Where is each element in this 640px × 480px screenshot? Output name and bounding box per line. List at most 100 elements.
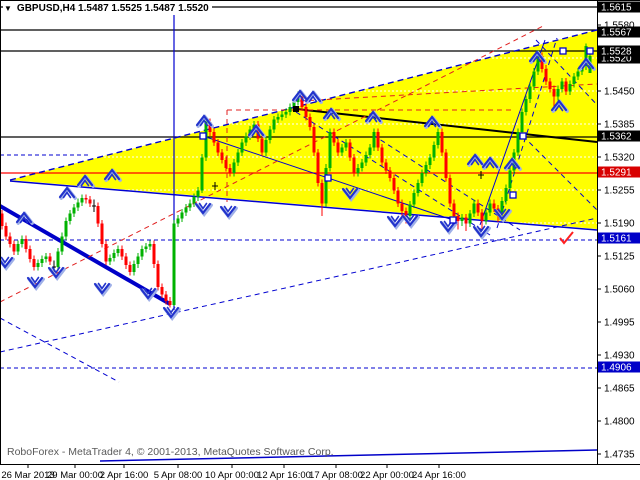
candle-body — [452, 203, 456, 216]
candle-body — [220, 152, 224, 161]
fractal-outer — [423, 115, 441, 128]
fractal-up-icon — [247, 124, 266, 138]
candle-body — [484, 212, 488, 222]
handle-square-filled[interactable] — [293, 106, 299, 112]
candle-body — [244, 136, 248, 143]
candle-body — [240, 142, 244, 153]
fractal-inner — [326, 112, 336, 120]
price-badge: 1.5615 — [598, 1, 640, 14]
fractal-inner — [251, 129, 261, 137]
x-axis-label: 22 Apr 00:00 — [360, 470, 414, 480]
fractal-outer — [194, 202, 212, 215]
candle-body — [152, 243, 156, 265]
fractal-up-icon — [291, 89, 310, 103]
candle-body — [556, 89, 560, 97]
fractal-inner — [507, 162, 517, 170]
fractal-inner — [345, 187, 355, 195]
candle-body — [148, 243, 152, 247]
y-axis-label: 1.5320 — [604, 153, 635, 164]
red-flat-dashed[interactable] — [299, 83, 598, 102]
candle-body — [268, 129, 272, 140]
fractal-outer — [103, 168, 121, 181]
candle-body — [344, 142, 348, 148]
red-rising-dashed[interactable] — [0, 24, 546, 303]
fractal-inner — [19, 216, 29, 224]
fractal-down-icon — [139, 287, 158, 302]
candle-body — [28, 248, 32, 260]
price-badge-label: 1.5520 — [601, 54, 632, 65]
fractal-outer — [550, 99, 568, 112]
fractal-outer — [472, 225, 490, 238]
price-badge: 1.5362 — [598, 130, 640, 143]
channel-dashed-low[interactable] — [0, 317, 120, 383]
fractal-markers — [0, 50, 596, 321]
candle-body — [584, 45, 588, 67]
candle-body — [64, 221, 68, 237]
falling-dashed-3[interactable] — [535, 39, 601, 109]
fractal-outer — [401, 214, 419, 227]
chevron-down-icon[interactable]: ▼ — [4, 3, 12, 13]
fractal-inner — [107, 173, 117, 181]
candle-body — [20, 238, 24, 244]
candle-body — [332, 132, 336, 143]
candle-body — [76, 202, 80, 208]
fractal-outer — [195, 114, 213, 127]
price-badge-bg — [598, 361, 640, 373]
candle-body — [168, 300, 172, 305]
fractal-up-icon — [466, 153, 485, 167]
watermark: RoboForex - MetaTrader 4, © 2001-2013, M… — [7, 446, 334, 458]
candle-body — [176, 218, 180, 224]
handle-square[interactable] — [324, 174, 332, 182]
candle-body — [4, 226, 8, 237]
fractal-inner — [532, 55, 542, 63]
candle-body — [328, 132, 332, 168]
x-axis-label: 12 Apr 16:00 — [257, 470, 311, 480]
handle-square[interactable] — [586, 47, 594, 55]
price-badge-label: 1.5161 — [601, 234, 632, 245]
candle-body — [48, 256, 52, 262]
candle-body — [100, 223, 104, 244]
candle-body — [508, 170, 512, 189]
candle-body — [480, 212, 484, 222]
candle-body — [400, 203, 404, 211]
candle-body — [68, 213, 72, 222]
falling-dashed-4[interactable] — [522, 135, 601, 214]
fractal-inner — [295, 94, 305, 102]
candle-body — [516, 132, 520, 153]
major-downtrend[interactable] — [0, 204, 171, 306]
handle-square[interactable] — [199, 132, 207, 140]
candle-body — [504, 188, 508, 201]
candle-body — [280, 114, 284, 118]
rising-dashed-1[interactable] — [0, 217, 598, 353]
handle-square[interactable] — [509, 191, 517, 199]
candle-body — [500, 200, 504, 214]
handle-square[interactable] — [559, 47, 567, 55]
fractal-inner — [223, 205, 233, 213]
fractal-down-icon — [162, 306, 181, 321]
candle-body — [428, 157, 432, 166]
falling-dashed-2[interactable] — [372, 134, 521, 231]
price-badge-label: 1.5362 — [601, 132, 632, 143]
candle-body — [340, 147, 344, 153]
fractal-outer — [466, 153, 484, 166]
wedge-bottom-edge[interactable] — [9, 180, 598, 231]
y-axis-label: 1.4735 — [604, 450, 635, 461]
fractal-up-icon — [364, 110, 383, 124]
fractal-outer — [219, 205, 237, 218]
handle-square[interactable] — [519, 132, 527, 140]
fractal-inner — [554, 104, 564, 112]
fractal-inner — [405, 214, 415, 222]
candle-body — [156, 264, 160, 288]
y-axis-label: 1.5060 — [604, 285, 635, 296]
candle-body — [108, 258, 112, 262]
fractal-outer — [439, 220, 457, 233]
candle-body — [448, 177, 452, 204]
handle-square[interactable] — [449, 216, 457, 224]
candle-body — [408, 204, 412, 216]
candle-body — [132, 264, 136, 272]
long-support[interactable] — [99, 449, 598, 462]
fractal-outer — [322, 107, 340, 120]
black-trendline[interactable] — [295, 108, 598, 143]
